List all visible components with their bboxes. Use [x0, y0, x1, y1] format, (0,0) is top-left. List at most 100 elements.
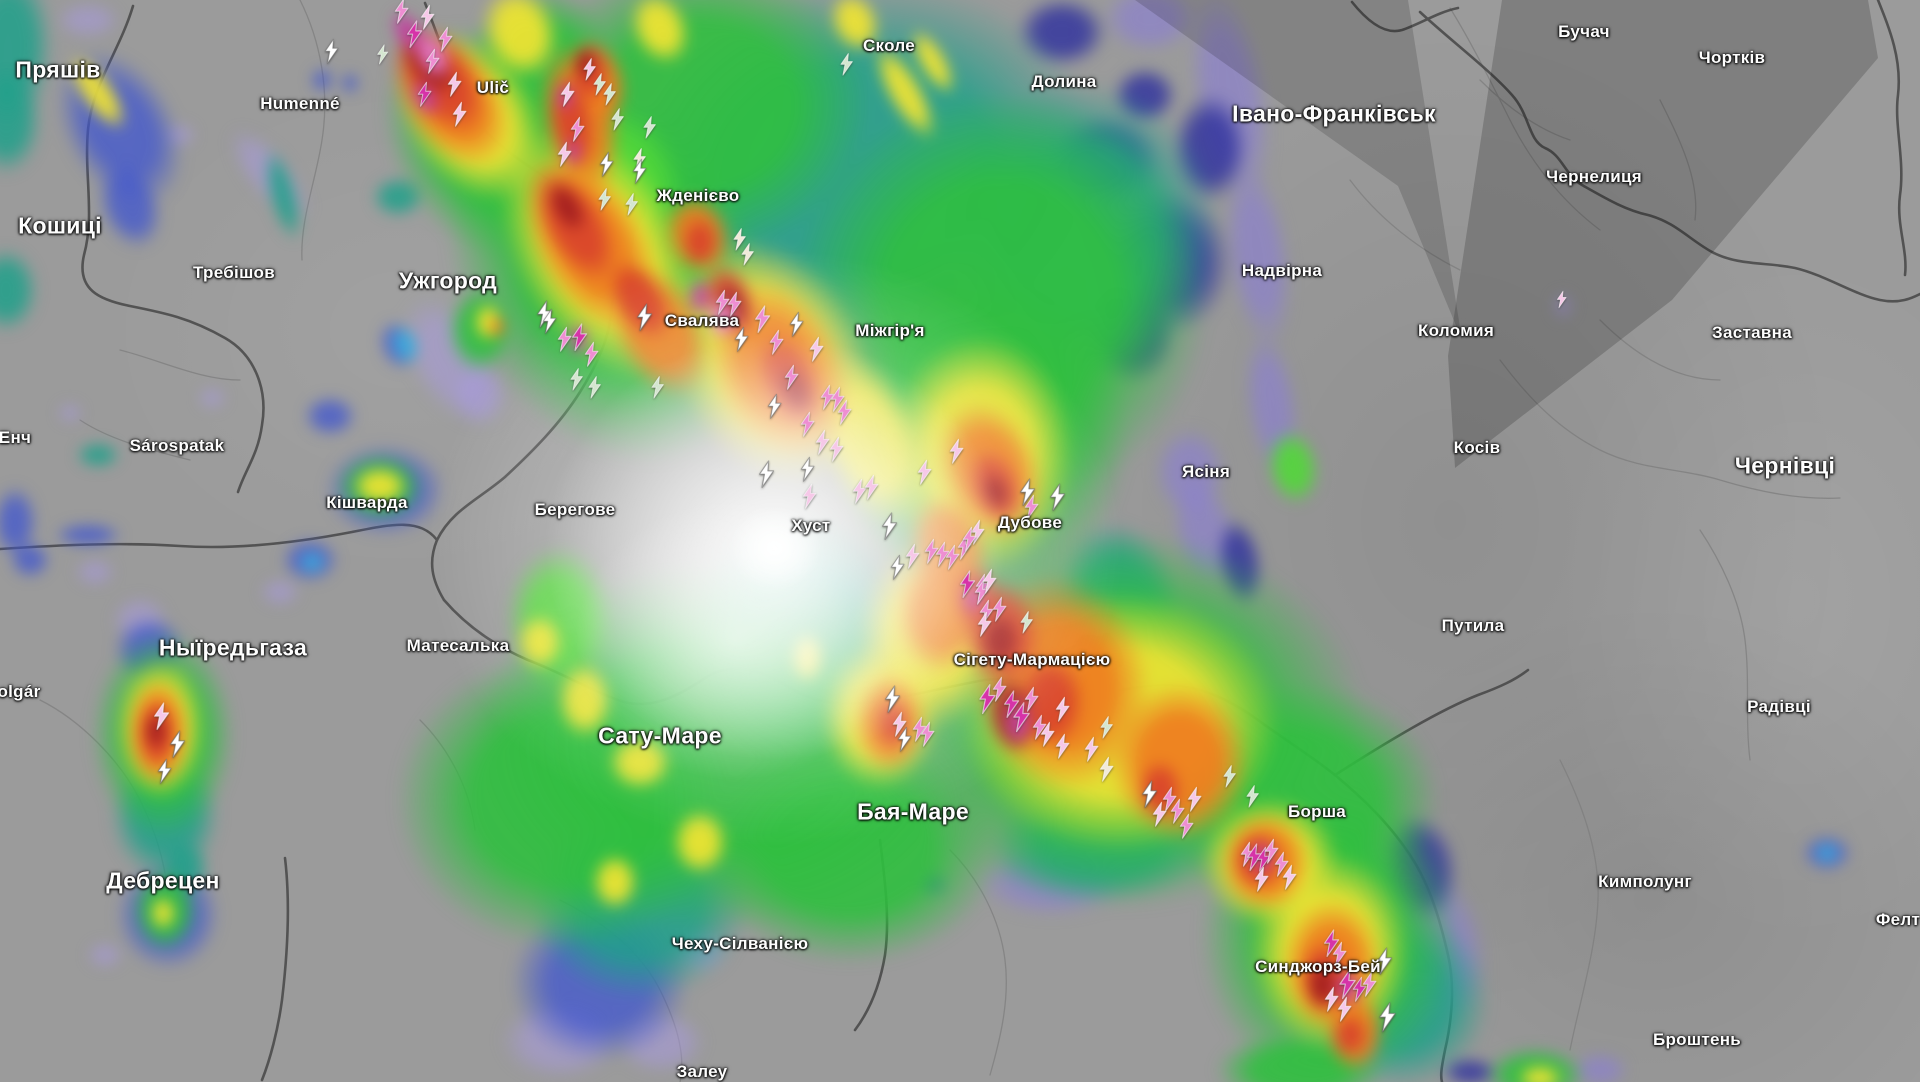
- lightning-bolt-icon: [582, 58, 598, 82]
- city-label: Дебрецен: [106, 867, 220, 894]
- city-label: Чернівці: [1734, 452, 1836, 479]
- lightning-bolt-icon: [916, 459, 934, 487]
- lightning-bolt-icon: [819, 384, 837, 412]
- lightning-bolt-icon: [1361, 971, 1379, 999]
- lightning-bolt-icon: [958, 570, 978, 600]
- lightning-bolt-icon: [977, 684, 999, 716]
- lightning-bolt-icon: [559, 81, 577, 109]
- lightning-bolt-icon: [556, 141, 574, 169]
- city-label: Берегове: [534, 500, 616, 519]
- city-label: Бучач: [1558, 22, 1610, 41]
- lightning-bolt-icon: [323, 38, 341, 66]
- lightning-bolt-icon: [1048, 483, 1068, 513]
- city-label: Кимполунг: [1598, 872, 1692, 891]
- lightning-bolt-icon: [904, 543, 922, 571]
- lightning-bolt-icon: [799, 456, 817, 484]
- lightning-bolt-icon: [1140, 780, 1160, 810]
- lightning-bolt-icon: [376, 44, 390, 66]
- city-label: Хуст: [791, 516, 831, 535]
- lightning-bolt-icon: [732, 228, 748, 252]
- lightning-bolt-icon: [726, 291, 744, 319]
- lightning-bolt-icon: [1351, 976, 1369, 1004]
- lightning-bolt-icon: [1245, 843, 1265, 873]
- city-label: Ясіня: [1181, 462, 1231, 481]
- precip-cell-purple: [1154, 427, 1226, 517]
- lightning-bolt-icon: [1054, 733, 1072, 761]
- city-label: Ужгород: [398, 267, 498, 294]
- lightning-bolt-icon: [1245, 785, 1261, 809]
- lightning-bolt-icon: [1039, 721, 1057, 749]
- precip-cell-blue: [341, 73, 359, 93]
- city-label: Радівці: [1747, 697, 1811, 716]
- city-label: Пряшів: [15, 56, 101, 83]
- city-label: Борша: [1287, 802, 1347, 821]
- lightning-bolt-icon: [1018, 478, 1038, 508]
- lightning-bolt-icon: [766, 393, 784, 421]
- lightning-bolt-icon: [896, 726, 914, 754]
- lightning-bolt-icon: [944, 544, 962, 572]
- lightning-bolt-icon: [635, 303, 655, 333]
- lightning-bolt-icon: [981, 568, 999, 596]
- lightning-bolt-icon: [541, 308, 559, 336]
- city-label: Жденієво: [656, 186, 740, 205]
- city-label: Сату-Маре: [598, 722, 722, 749]
- city-label: Чеху-Сілванією: [671, 934, 809, 953]
- city-label: Сколе: [862, 36, 916, 55]
- lightning-bolt-icon: [753, 305, 773, 335]
- city-label: Броштень: [1652, 1030, 1742, 1049]
- precip-cell-blue: [304, 396, 356, 436]
- lightning-bolt-icon: [437, 26, 455, 54]
- lightning-bolt-icon: [1023, 686, 1041, 714]
- lightning-bolt-icon: [631, 158, 649, 186]
- lightning-bolt-icon: [416, 81, 434, 109]
- city-label: Ulič: [476, 78, 510, 97]
- city-label: Бая-Маре: [857, 798, 969, 825]
- city-label: Humenné: [260, 94, 340, 113]
- lightning-bolt-icon: [1337, 969, 1359, 1001]
- precip-cell-blue: [311, 68, 333, 92]
- lightning-bolt-icon: [642, 116, 658, 140]
- lightning-bolt-icon: [783, 364, 801, 392]
- city-label: Дубове: [997, 513, 1063, 532]
- lightning-bolt-icon: [934, 541, 952, 569]
- precip-cell-yellow: [150, 896, 176, 930]
- precip-cell-lavender: [56, 2, 120, 38]
- lightning-bolt-icon: [863, 474, 881, 502]
- lightning-bolt-icon: [1054, 696, 1072, 724]
- precip-cell-lavender: [58, 403, 82, 423]
- lightning-bolt-icon: [851, 478, 869, 506]
- precip-cell-yellow: [352, 466, 408, 506]
- city-label: olgár: [0, 682, 41, 701]
- lightning-bolt-icon: [889, 554, 907, 582]
- city-label: Требішов: [193, 263, 275, 282]
- lightning-bolt-icon: [650, 376, 666, 400]
- lightning-bolt-icon: [1002, 690, 1022, 720]
- lightning-bolt-icon: [610, 108, 626, 132]
- lightning-bolt-icon: [757, 460, 777, 490]
- city-label: Кішварда: [326, 493, 408, 512]
- lightning-bolt-icon: [836, 399, 854, 427]
- precip-cell-lavender: [260, 578, 300, 606]
- precip-cell-yellow: [1518, 1065, 1562, 1082]
- lightning-bolt-icon: [1263, 838, 1281, 866]
- lightning-bolt-icon: [991, 676, 1009, 704]
- lightning-bolt-icon: [1011, 702, 1033, 734]
- precip-cell-blue: [0, 486, 37, 558]
- city-label: Кошиці: [18, 212, 102, 239]
- city-label: Коломия: [1417, 321, 1495, 340]
- lightning-bolt-icon: [597, 188, 613, 212]
- city-label: Ныїредьгаза: [158, 634, 308, 661]
- lightning-bolt-icon: [1239, 841, 1257, 869]
- city-label: Косів: [1453, 438, 1501, 457]
- lightning-bolt-icon: [624, 193, 640, 217]
- lightning-bolt-icon: [569, 368, 585, 392]
- lightning-bolt-icon: [592, 73, 608, 97]
- lightning-bolt-icon: [911, 716, 929, 744]
- lightning-bolt-icon: [419, 4, 437, 32]
- lightning-bolt-icon: [1322, 929, 1342, 959]
- lightning-bolt-icon: [587, 376, 603, 400]
- precip-cell-blue: [54, 523, 122, 547]
- lightning-bolt-icon: [733, 326, 751, 354]
- lightning-bolt-icon: [880, 512, 900, 542]
